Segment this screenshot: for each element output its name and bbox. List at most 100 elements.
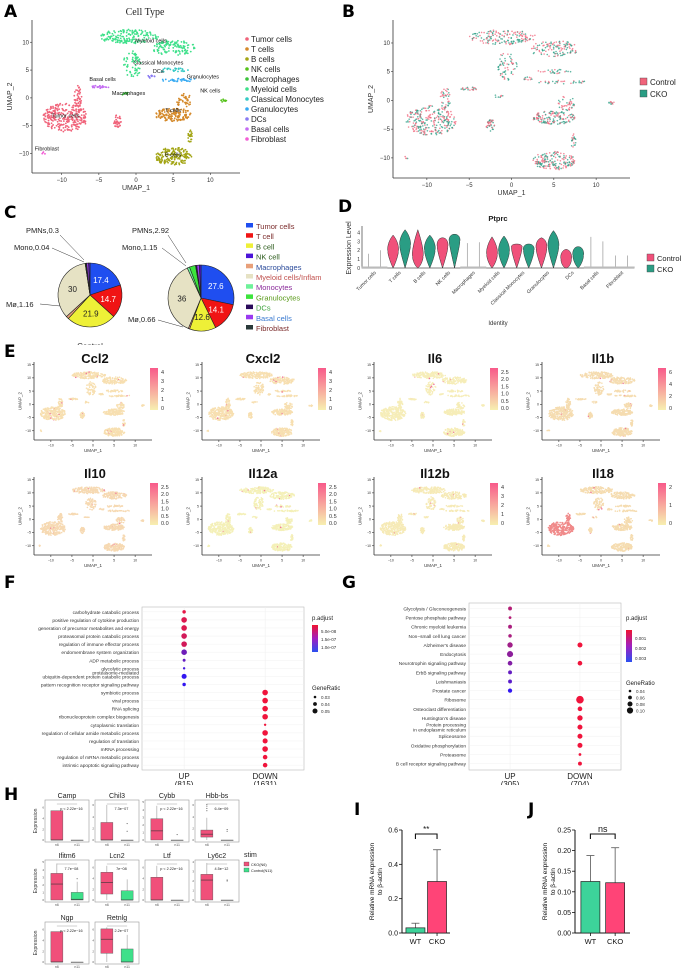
cell-point — [92, 85, 95, 87]
cell-point — [116, 123, 119, 126]
cell-point — [249, 414, 251, 416]
cluster-label: Fibroblast — [35, 147, 60, 153]
cell-point — [426, 129, 429, 132]
cell-point — [177, 49, 180, 52]
umap-b-y-tick-label: −10 — [380, 156, 391, 162]
cell-point — [122, 381, 124, 384]
cell-point — [58, 128, 61, 131]
cell-point — [84, 376, 87, 379]
cell-point — [283, 408, 286, 410]
cell-point — [176, 45, 178, 48]
cell-point — [568, 103, 571, 106]
cell-point — [481, 40, 484, 42]
cell-point — [529, 38, 531, 40]
cell-point — [186, 152, 189, 155]
cell-point — [285, 403, 288, 406]
cell-point — [554, 52, 556, 55]
cell-point — [153, 44, 156, 47]
cell-point — [168, 149, 171, 152]
cell-point — [490, 37, 493, 40]
cell-point — [500, 94, 502, 97]
pie-callout-line — [157, 319, 184, 328]
chart-title: Cell Type — [126, 7, 165, 18]
cell-point — [64, 126, 67, 129]
cell-point — [442, 93, 445, 95]
cell-point — [546, 121, 549, 123]
cell-point — [446, 126, 448, 129]
cell-point — [539, 71, 542, 73]
cell-point — [554, 116, 556, 118]
cell-point — [76, 128, 79, 131]
cell-point — [179, 118, 182, 121]
cell-point — [540, 154, 542, 157]
cell-point — [501, 95, 504, 97]
cell-point — [166, 114, 168, 117]
cell-point — [572, 146, 574, 148]
cell-point — [273, 411, 276, 413]
cell-point — [232, 412, 234, 415]
cell-point — [273, 428, 276, 431]
cell-point — [553, 51, 555, 54]
cell-point — [161, 78, 164, 81]
cell-point — [227, 405, 230, 407]
cell-point — [540, 118, 542, 120]
cell-point — [123, 41, 126, 44]
cell-point — [447, 112, 450, 115]
cell-point — [41, 152, 44, 155]
cell-point — [549, 45, 551, 48]
cell-point — [245, 376, 248, 379]
cell-point — [115, 395, 118, 398]
cell-point — [524, 78, 527, 81]
cell-point — [100, 373, 102, 375]
cell-point — [137, 67, 140, 70]
legend-label: Tumor cells — [251, 35, 292, 44]
cell-point — [77, 92, 79, 95]
cell-point — [533, 51, 535, 54]
cell-point — [472, 86, 475, 89]
cell-point — [464, 88, 466, 91]
cell-point — [262, 376, 265, 378]
x-tick-label: B cells — [413, 270, 428, 285]
cell-point — [168, 44, 171, 47]
cell-point — [283, 413, 286, 416]
cell-point — [116, 434, 119, 437]
cell-point — [58, 111, 61, 114]
cell-point — [453, 118, 455, 120]
cell-point — [171, 40, 174, 43]
cell-point — [563, 96, 565, 99]
cell-point — [251, 377, 254, 380]
cell-point — [554, 112, 556, 114]
feature-x-tick-label: −5 — [238, 444, 242, 448]
cell-point — [274, 433, 277, 436]
cell-point — [127, 40, 130, 43]
cell-point — [429, 104, 432, 107]
cell-point — [286, 377, 288, 380]
cell-point — [557, 79, 560, 82]
cell-point — [544, 70, 546, 73]
cell-point — [120, 402, 123, 404]
cell-point — [563, 114, 565, 116]
cell-point — [507, 63, 510, 66]
cell-point — [435, 133, 438, 136]
cell-point — [285, 412, 288, 415]
cell-point — [185, 42, 188, 44]
cell-point — [96, 86, 99, 89]
cell-point — [284, 427, 286, 430]
cell-point — [275, 377, 277, 380]
cell-point — [113, 379, 116, 381]
cell-point — [542, 165, 544, 168]
cell-point — [92, 385, 95, 388]
cell-point — [555, 45, 557, 48]
cell-point — [243, 376, 246, 378]
cell-point — [256, 390, 258, 392]
cell-point — [50, 118, 52, 121]
feature-y-tick-label: −5 — [195, 416, 199, 420]
cell-point — [123, 406, 125, 409]
cell-point — [553, 166, 556, 169]
cell-point — [131, 39, 133, 42]
cell-point — [471, 39, 474, 41]
cell-point — [502, 52, 505, 55]
cell-point — [156, 50, 159, 53]
legend-swatch — [639, 89, 648, 98]
cell-point — [173, 150, 175, 153]
